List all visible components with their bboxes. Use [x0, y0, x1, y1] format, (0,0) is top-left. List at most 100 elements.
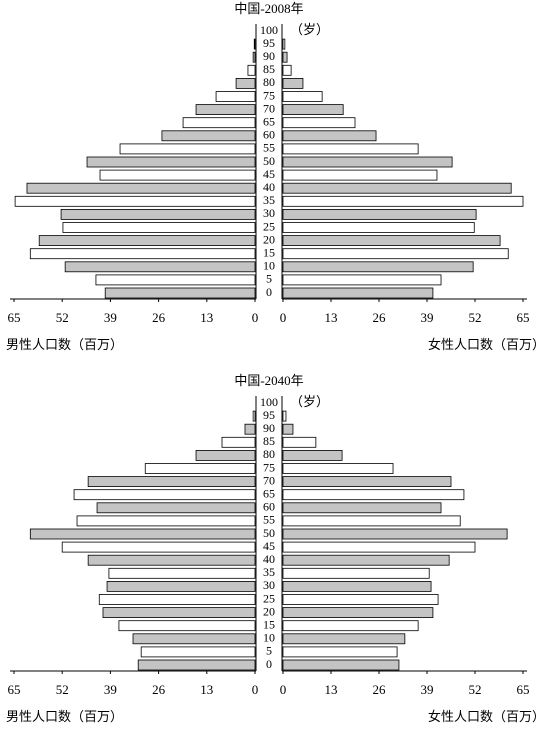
- female-bar: [282, 248, 509, 260]
- male-bar: [195, 449, 256, 461]
- x-axis-title: 男性人口数（百万）: [6, 709, 123, 724]
- age-label: 80: [263, 447, 275, 461]
- x-tick-label: 52: [469, 310, 482, 325]
- age-label: 70: [263, 101, 275, 115]
- age-label: 90: [263, 49, 275, 63]
- male-bar: [144, 463, 256, 474]
- female-bar: [282, 156, 453, 168]
- x-axis-title: 女性人口数（百万）: [428, 709, 545, 724]
- male-bar: [60, 208, 256, 220]
- age-label: 0: [266, 657, 272, 671]
- male-bar: [118, 620, 256, 632]
- x-tick-label: 13: [200, 310, 213, 325]
- x-tick-label: 65: [517, 310, 530, 325]
- female-bar: [282, 117, 356, 129]
- age-label: 100: [260, 395, 278, 409]
- female-bar: [282, 607, 434, 618]
- age-label: 95: [263, 408, 275, 422]
- age-label: 55: [263, 141, 275, 155]
- female-bar: [282, 78, 304, 89]
- male-bar: [137, 659, 256, 671]
- x-tick-label: 0: [280, 682, 287, 697]
- age-label: 25: [263, 591, 275, 605]
- male-bar: [64, 261, 256, 273]
- female-bar: [282, 91, 323, 102]
- female-bar: [282, 287, 434, 299]
- female-bar: [282, 659, 400, 671]
- unit-label: （岁）: [290, 394, 329, 409]
- age-label: 95: [263, 36, 275, 50]
- female-bar: [282, 476, 452, 488]
- female-bar: [282, 410, 287, 422]
- male-bar: [95, 274, 256, 286]
- x-tick-label: 39: [421, 682, 434, 697]
- x-tick-label: 0: [252, 682, 259, 697]
- age-label: 35: [263, 193, 275, 207]
- x-tick-label: 26: [152, 310, 166, 325]
- female-bar: [282, 449, 343, 461]
- female-bar: [282, 38, 286, 50]
- age-label: 40: [263, 552, 275, 566]
- female-bar: [282, 594, 439, 605]
- male-bar: [195, 104, 256, 115]
- age-label: 20: [263, 604, 275, 618]
- male-bar: [96, 502, 256, 514]
- male-bar: [98, 594, 256, 605]
- x-tick-label: 0: [252, 310, 259, 325]
- age-label: 85: [263, 434, 275, 448]
- x-tick-label: 65: [517, 682, 530, 697]
- female-bar: [282, 274, 442, 286]
- female-bar: [282, 64, 292, 76]
- chart-title: 中国-2040年: [234, 373, 303, 388]
- age-label: 75: [263, 88, 275, 102]
- x-axis-title: 男性人口数（百万）: [6, 337, 123, 352]
- male-bar: [108, 567, 256, 579]
- x-tick-label: 52: [469, 682, 482, 697]
- age-label: 90: [263, 421, 275, 435]
- female-bar: [282, 620, 419, 632]
- female-bar: [282, 633, 406, 645]
- female-bar: [282, 567, 430, 579]
- female-bar: [282, 222, 475, 233]
- female-bar: [282, 541, 476, 553]
- male-bar: [247, 64, 256, 76]
- age-label: 85: [263, 62, 275, 76]
- age-label: 70: [263, 473, 275, 487]
- female-bar: [282, 463, 394, 474]
- male-bar: [253, 38, 256, 50]
- female-bar: [282, 489, 465, 501]
- male-bar: [38, 235, 256, 247]
- age-label: 45: [263, 539, 275, 553]
- female-bar: [282, 169, 438, 181]
- age-label: 55: [263, 513, 275, 527]
- age-label: 10: [263, 631, 275, 645]
- age-label: 35: [263, 565, 275, 579]
- female-bar: [282, 143, 419, 155]
- age-label: 50: [263, 526, 275, 540]
- female-bar: [282, 130, 377, 142]
- age-label: 100: [260, 23, 278, 37]
- x-tick-label: 13: [325, 682, 338, 697]
- age-label: 15: [263, 617, 275, 631]
- x-tick-label: 52: [56, 682, 69, 697]
- unit-label: （岁）: [290, 22, 329, 37]
- male-bar: [221, 436, 256, 448]
- female-bar: [282, 208, 477, 220]
- female-bar: [282, 515, 461, 527]
- male-bar: [87, 476, 256, 488]
- male-bar: [62, 222, 256, 233]
- female-bar: [282, 104, 344, 115]
- male-bar: [61, 541, 256, 553]
- male-bar: [29, 528, 256, 540]
- age-label: 60: [263, 128, 275, 142]
- female-bar: [282, 423, 294, 435]
- male-bar: [252, 410, 256, 422]
- age-label: 0: [266, 285, 272, 299]
- male-bar: [244, 423, 256, 435]
- age-label: 30: [263, 578, 275, 592]
- male-bar: [140, 646, 256, 658]
- female-bar: [282, 646, 398, 658]
- female-bar: [282, 261, 474, 273]
- female-bar: [282, 581, 432, 592]
- age-label: 15: [263, 245, 275, 259]
